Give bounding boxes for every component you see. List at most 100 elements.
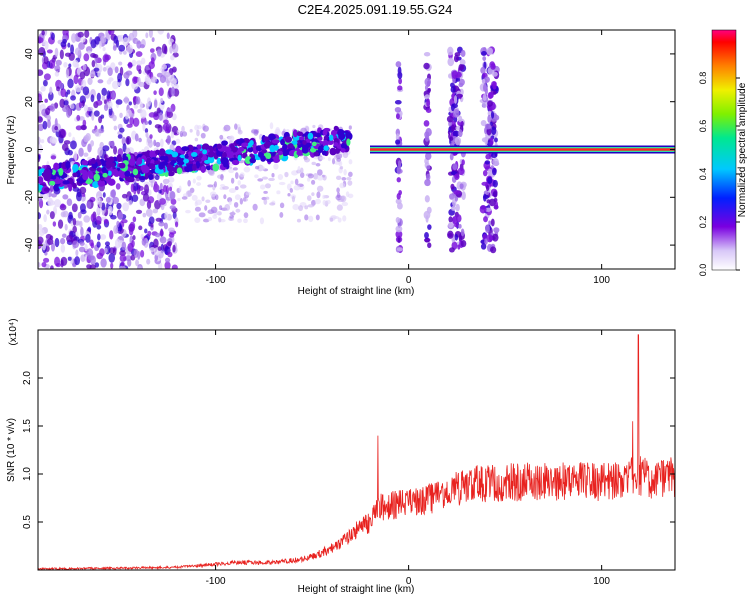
- spectral-blob: [299, 172, 305, 178]
- spectral-blob: [100, 258, 107, 268]
- spectral-blob: [212, 163, 220, 172]
- spectral-blob: [397, 160, 402, 169]
- spectral-blob: [162, 123, 170, 132]
- spectral-blob: [38, 37, 44, 44]
- spectral-blob: [82, 64, 87, 71]
- spectral-blob: [187, 144, 194, 152]
- spectral-blob: [459, 59, 466, 66]
- spectral-blob: [169, 205, 176, 210]
- spectral-blob: [127, 259, 132, 267]
- spectral-blob: [159, 198, 167, 205]
- spectral-blob: [457, 244, 461, 250]
- spectral-blob: [227, 135, 235, 141]
- spectral-blob: [484, 123, 492, 130]
- spectral-blob: [210, 206, 218, 214]
- spectral-blob: [453, 54, 459, 63]
- spectral-blob: [342, 151, 349, 159]
- spectral-blob: [282, 143, 288, 151]
- spectral-blob: [68, 51, 75, 61]
- spectral-blob: [483, 194, 490, 199]
- spectral-blob: [38, 236, 44, 245]
- spectral-blob: [57, 178, 64, 184]
- spectral-blob: [162, 178, 170, 184]
- spectral-blob: [311, 192, 315, 197]
- spectral-blob: [228, 200, 232, 206]
- spectral-blob: [338, 160, 343, 167]
- spectral-blob: [153, 99, 158, 108]
- spectral-blob: [78, 101, 83, 109]
- spectral-blob: [38, 116, 43, 123]
- spectral-blob: [38, 262, 41, 268]
- spectral-blob: [346, 138, 351, 146]
- spectral-blob: [261, 149, 268, 154]
- y-tick-label: 0.5: [22, 515, 33, 529]
- spectral-blob: [126, 44, 133, 55]
- spectral-blob: [125, 78, 130, 87]
- spectral-blob: [479, 205, 487, 214]
- spectral-blob: [243, 218, 248, 224]
- spectral-blob: [164, 261, 171, 269]
- spectral-blob: [175, 138, 181, 144]
- spectral-blob: [161, 63, 168, 70]
- spectral-blob: [93, 67, 100, 72]
- snr-x-label: Height of straight line (km): [298, 584, 415, 595]
- spectral-blob: [153, 183, 160, 193]
- spectral-blob: [169, 186, 173, 192]
- spectral-blob: [196, 175, 202, 181]
- spectral-blob: [126, 176, 135, 183]
- spectral-blob: [177, 197, 181, 202]
- spectral-blob: [314, 198, 321, 205]
- spectral-blob: [454, 136, 462, 146]
- spectral-blob: [81, 159, 89, 166]
- spectral-blob: [267, 133, 276, 141]
- spectral-blob: [144, 184, 150, 195]
- spectral-blob: [72, 240, 80, 249]
- spectral-blob: [158, 87, 164, 97]
- spectral-blob: [116, 202, 122, 210]
- spectral-blob: [49, 86, 53, 95]
- spectral-blob: [132, 168, 139, 176]
- spectral-blob: [48, 59, 56, 69]
- spectral-blob: [232, 167, 238, 171]
- spectral-blob: [237, 218, 242, 223]
- spectral-blob: [162, 185, 167, 192]
- spectral-blob: [79, 169, 86, 174]
- spectral-blob: [163, 119, 169, 124]
- spectral-blob: [109, 162, 115, 168]
- spectral-blob: [74, 47, 82, 56]
- spectral-blob: [170, 198, 177, 205]
- spectral-blob: [125, 136, 132, 145]
- spectral-blob: [97, 70, 101, 78]
- y-tick-label: 20: [24, 96, 35, 108]
- spectral-blob: [424, 237, 430, 243]
- spectral-blob: [139, 101, 143, 111]
- spectral-blob: [140, 164, 149, 171]
- spectral-blob: [115, 99, 123, 105]
- spectral-blob: [235, 139, 242, 145]
- spectral-blob: [315, 214, 320, 221]
- spectral-blob: [493, 137, 498, 143]
- spectral-blob: [93, 173, 100, 182]
- spectral-blob: [102, 192, 106, 198]
- spectral-blob: [38, 103, 42, 113]
- spectral-blob: [450, 124, 455, 132]
- spectral-blob: [192, 178, 196, 184]
- spectral-blob: [57, 219, 64, 229]
- y-tick-label: 1.5: [22, 419, 33, 433]
- spectral-blob: [424, 135, 430, 142]
- spectral-blob: [287, 193, 291, 197]
- spectral-blob: [87, 226, 92, 233]
- spectral-blob: [166, 164, 174, 172]
- spectral-blob: [449, 247, 455, 253]
- snr-y-ticks: 0.5 1.0 1.5 2.0: [22, 371, 675, 529]
- spectral-blob: [170, 54, 175, 61]
- spectral-blob: [182, 131, 188, 137]
- spectral-blob: [157, 30, 165, 35]
- x-tick-label: 100: [593, 275, 610, 286]
- spectral-blob: [460, 228, 465, 237]
- spectral-blob: [164, 45, 168, 55]
- spectral-blob: [148, 139, 153, 148]
- spectral-blob: [461, 159, 465, 166]
- spectral-blob: [79, 71, 86, 80]
- spectral-blob: [278, 181, 286, 186]
